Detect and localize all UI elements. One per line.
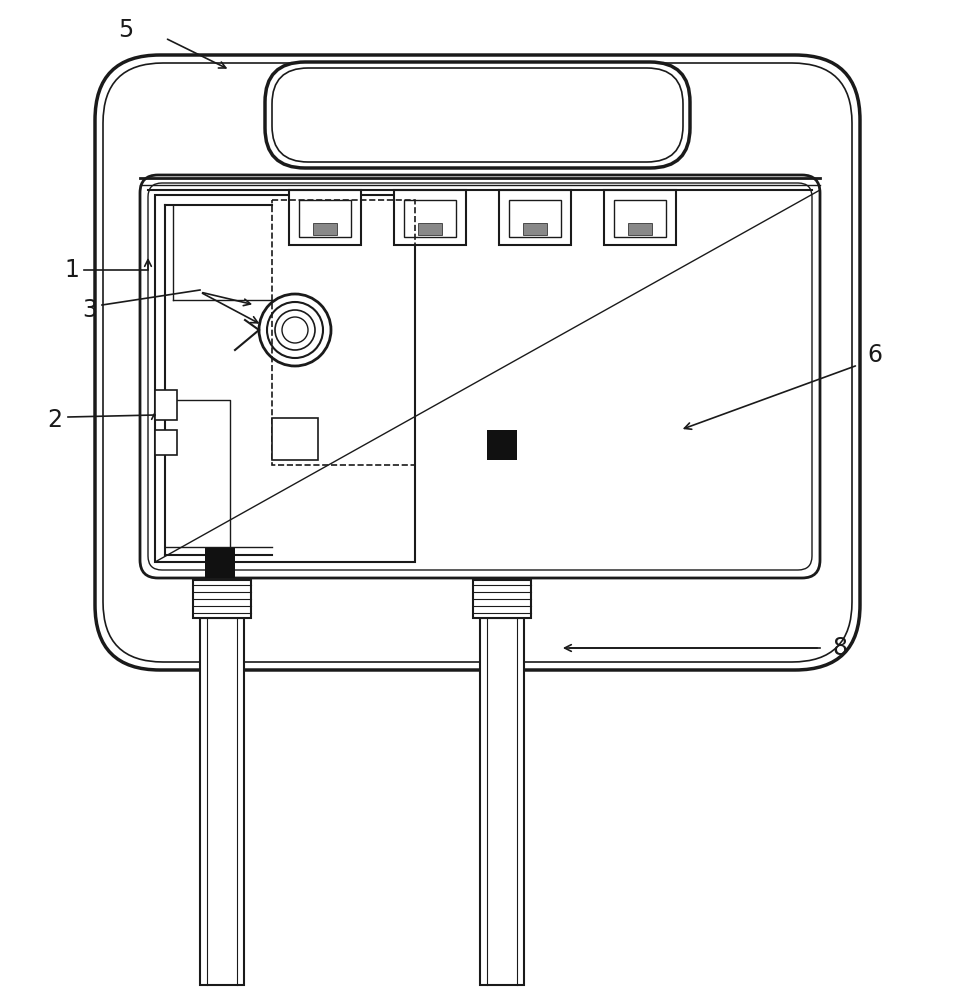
Bar bbox=[394, 190, 466, 245]
Bar bbox=[155, 195, 415, 562]
Bar bbox=[523, 223, 547, 235]
Bar bbox=[272, 200, 415, 465]
FancyBboxPatch shape bbox=[103, 63, 852, 662]
Bar bbox=[480, 618, 524, 985]
Bar bbox=[313, 223, 337, 235]
Bar bbox=[205, 548, 235, 578]
Bar bbox=[604, 190, 676, 245]
Bar bbox=[289, 190, 361, 245]
Bar bbox=[200, 618, 244, 985]
Bar bbox=[299, 200, 351, 237]
Text: 6: 6 bbox=[867, 343, 882, 367]
Text: 8: 8 bbox=[833, 636, 848, 660]
Bar bbox=[272, 418, 318, 460]
Bar bbox=[418, 223, 442, 235]
Bar bbox=[473, 580, 531, 618]
Bar bbox=[404, 200, 456, 237]
Bar bbox=[499, 190, 571, 245]
Text: 3: 3 bbox=[82, 298, 98, 322]
Bar bbox=[509, 200, 561, 237]
Bar bbox=[155, 430, 177, 455]
Bar bbox=[155, 390, 177, 420]
Circle shape bbox=[286, 321, 304, 339]
Bar bbox=[487, 430, 517, 460]
FancyBboxPatch shape bbox=[140, 175, 820, 578]
Bar bbox=[614, 200, 666, 237]
FancyBboxPatch shape bbox=[95, 55, 860, 670]
FancyBboxPatch shape bbox=[265, 62, 690, 168]
Bar bbox=[193, 580, 251, 618]
FancyBboxPatch shape bbox=[148, 183, 812, 570]
Bar bbox=[628, 223, 652, 235]
FancyBboxPatch shape bbox=[272, 68, 683, 162]
Text: 5: 5 bbox=[118, 18, 133, 42]
Text: 1: 1 bbox=[65, 258, 79, 282]
Text: 2: 2 bbox=[48, 408, 62, 432]
